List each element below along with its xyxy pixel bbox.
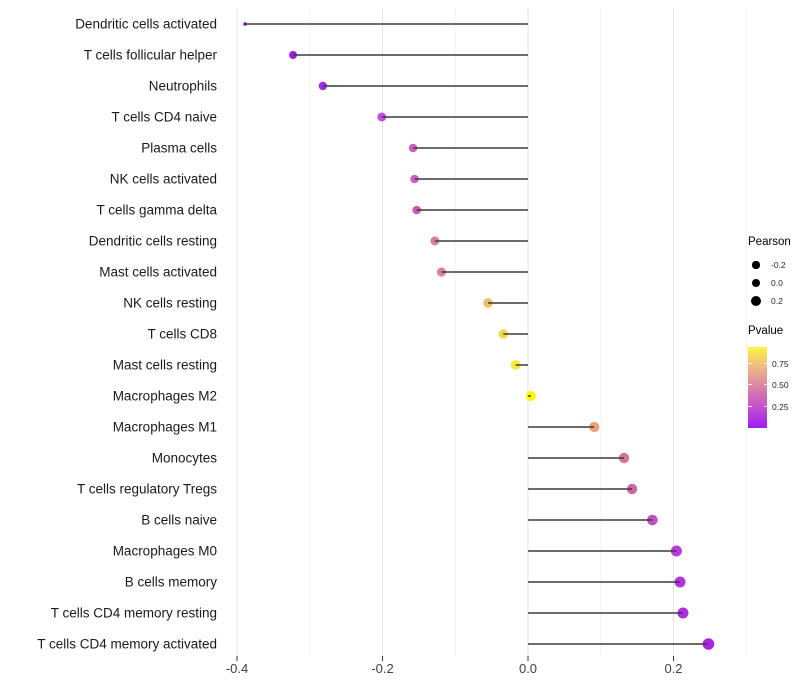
- category-label: Macrophages M2: [113, 389, 217, 404]
- legend-size-label: -0.2: [771, 260, 786, 270]
- legend-size-entry: 0.2: [748, 292, 791, 310]
- category-label: T cells CD4 naive: [111, 110, 217, 125]
- category-label: T cells gamma delta: [96, 203, 217, 218]
- colorbar-tick: [763, 406, 767, 408]
- legend-pearson: Pearson -0.2 0.0 0.2: [748, 236, 791, 310]
- colorbar-tick: [763, 363, 767, 365]
- category-label: Mast cells resting: [113, 358, 217, 373]
- legend-size-key: [748, 275, 764, 291]
- x-tick-label: -0.2: [371, 661, 393, 676]
- legend-size-key: [748, 293, 764, 309]
- colorbar-tick-label: 0.25: [772, 401, 789, 412]
- category-label: B cells memory: [125, 575, 218, 590]
- colorbar-tick: [748, 384, 752, 385]
- category-label: B cells naive: [141, 513, 217, 528]
- lollipop-point: [589, 421, 600, 433]
- x-tick-label: 0.2: [664, 661, 682, 676]
- legend-pearson-title: Pearson: [748, 236, 791, 248]
- legend-size-entry: -0.2: [748, 256, 791, 274]
- legend-size-dot-icon: [752, 261, 760, 269]
- category-label: Macrophages M1: [113, 420, 217, 435]
- category-label: T cells CD4 memory resting: [51, 606, 217, 621]
- x-tick-label: -0.4: [226, 661, 248, 676]
- legend-size-dot-icon: [750, 295, 762, 307]
- category-label: T cells CD4 memory activated: [37, 637, 217, 652]
- category-label: Monocytes: [152, 451, 218, 466]
- colorbar-tick: [748, 406, 752, 408]
- category-label: Dendritic cells resting: [89, 234, 217, 249]
- category-label: NK cells activated: [110, 172, 217, 187]
- category-label: T cells regulatory Tregs: [77, 482, 217, 497]
- category-label: T cells follicular helper: [84, 48, 218, 63]
- category-label: T cells CD8: [147, 327, 217, 342]
- category-label: Mast cells activated: [99, 265, 217, 280]
- category-label: NK cells resting: [123, 296, 217, 311]
- pvalue-colorbar-wrap: 0.75 0.50 0.25: [748, 347, 789, 428]
- legend-pvalue-title: Pvalue: [748, 325, 784, 337]
- colorbar-tick: [748, 363, 752, 365]
- lollipop-point: [318, 81, 328, 91]
- legend-size-dot-icon: [751, 278, 761, 288]
- category-label: Dendritic cells activated: [75, 17, 217, 32]
- category-label: Plasma cells: [141, 141, 217, 156]
- category-label: Macrophages M0: [113, 544, 217, 559]
- pvalue-colorbar: [748, 347, 767, 428]
- legend-size-key: [748, 257, 764, 273]
- legend-size-entry: 0.0: [748, 274, 791, 292]
- legend-size-label: 0.0: [771, 278, 783, 288]
- colorbar-tick-label: 0.50: [772, 379, 789, 390]
- legend-pearson-entries: -0.2 0.0 0.2: [748, 256, 791, 310]
- colorbar-tick-label: 0.75: [772, 358, 789, 369]
- colorbar-tick: [763, 384, 767, 385]
- category-label: Neutrophils: [149, 79, 218, 94]
- x-tick-label: 0.0: [519, 661, 537, 676]
- legend-pvalue: Pvalue 0.75 0.50 0.25: [748, 325, 789, 428]
- legend-size-label: 0.2: [771, 296, 783, 306]
